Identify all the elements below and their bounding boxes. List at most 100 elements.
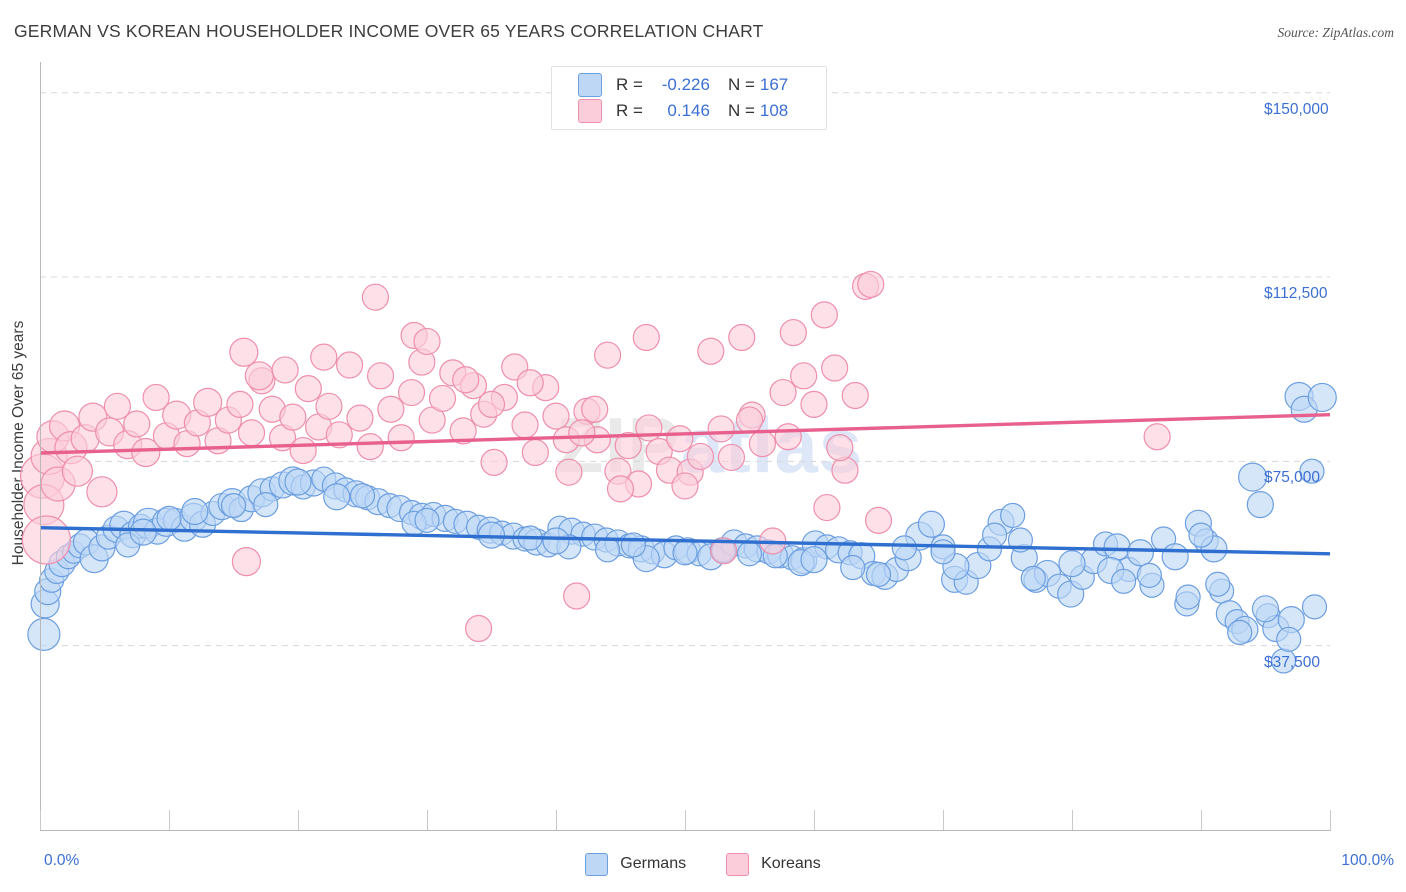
data-point [779,318,807,347]
data-point [707,415,735,443]
x-axis-max-label: 100.0% [1341,852,1394,869]
plot-area [19,62,1337,830]
data-point [310,343,338,371]
data-point [284,468,312,496]
data-point [593,341,622,369]
data-point [315,392,343,420]
data-point [231,547,261,577]
stats-row-koreans: R = 0.146 N = 108 [552,98,826,124]
data-point [129,518,157,546]
data-point [229,337,259,367]
data-point [614,432,642,460]
data-point [542,527,570,555]
data-point [1175,584,1201,610]
x-axis-tick [40,810,41,830]
data-point [1227,619,1253,646]
data-point [349,483,376,509]
data-point [397,378,426,407]
trend-lines [39,412,1331,556]
data-point [413,327,441,356]
data-point [1307,382,1337,413]
data-point [717,443,746,472]
y-axis-tick-label: $150,000 [1264,100,1329,118]
page-title: GERMAN VS KOREAN HOUSEHOLDER INCOME OVER… [14,21,764,41]
germans-r-label: R = [616,75,643,94]
germans-r-value: -0.226 [661,75,710,94]
data-point [1276,626,1302,652]
trendline-germans [39,526,1331,556]
data-point [710,537,738,565]
data-point [414,507,440,533]
germans-n-value: 167 [759,75,789,94]
data-point [813,493,841,522]
data-point [671,472,699,500]
data-point [606,475,635,503]
data-point [366,362,395,390]
data-point [516,369,544,397]
data-point [1299,458,1325,484]
koreans-n-label: N = [727,101,755,120]
x-axis-tick [1201,810,1202,830]
source-attribution: Source: ZipAtlas.com [1277,25,1394,40]
data-point [542,402,570,430]
data-point [826,433,854,462]
data-point [428,384,457,413]
data-point [555,458,583,486]
data-point [1126,539,1154,567]
koreans-n-value: 108 [759,101,789,120]
koreans-r-label: R = [616,101,643,120]
data-point [377,395,405,423]
data-point [193,387,223,417]
germans-n-label: N = [727,75,755,94]
data-point [220,492,247,519]
data-point [86,476,118,508]
germans-legend-label: Germans [620,855,687,872]
data-point [840,554,866,581]
data-point [253,492,279,518]
data-point [800,546,828,574]
data-point [271,356,299,384]
data-point [568,419,596,447]
data-point [581,395,609,423]
data-point [728,323,756,352]
data-point [480,448,508,476]
koreans-swatch-icon [578,99,602,123]
data-point [1237,462,1268,492]
data-point [449,417,477,445]
x-axis-tick [1330,810,1331,830]
stats-row-germans: R = -0.226 N = 167 [552,72,826,98]
legend-item-koreans[interactable]: Koreans [726,852,821,876]
data-point [452,366,480,394]
trendline-koreans [39,412,1331,455]
data-point [361,283,389,311]
data-point [103,392,132,420]
y-axis-tick-label: $112,500 [1264,285,1328,303]
data-point [142,383,170,412]
x-axis-tick [685,810,686,830]
germans-swatch-icon [578,73,602,97]
data-point [563,582,591,610]
legend-item-germans[interactable]: Germans [585,852,687,876]
data-point [1136,562,1163,588]
data-point [1301,594,1328,620]
gridlines [40,92,1330,647]
x-axis-tick [814,810,815,830]
data-point [1251,595,1280,623]
x-axis-tick [943,810,944,830]
data-point [61,455,94,487]
data-point [226,390,254,418]
data-point [323,483,351,511]
data-point [1188,522,1214,548]
data-point [857,270,885,299]
y-axis-line [40,62,41,830]
data-point [1058,549,1086,578]
koreans-r-value: 0.146 [667,101,710,120]
data-point [769,378,797,407]
x-axis-tick [427,810,428,830]
data-point [123,410,151,438]
y-axis-tick-label: $37,500 [1264,653,1321,671]
data-points [19,270,1337,674]
data-point [465,614,493,643]
series-koreans [19,270,1171,643]
